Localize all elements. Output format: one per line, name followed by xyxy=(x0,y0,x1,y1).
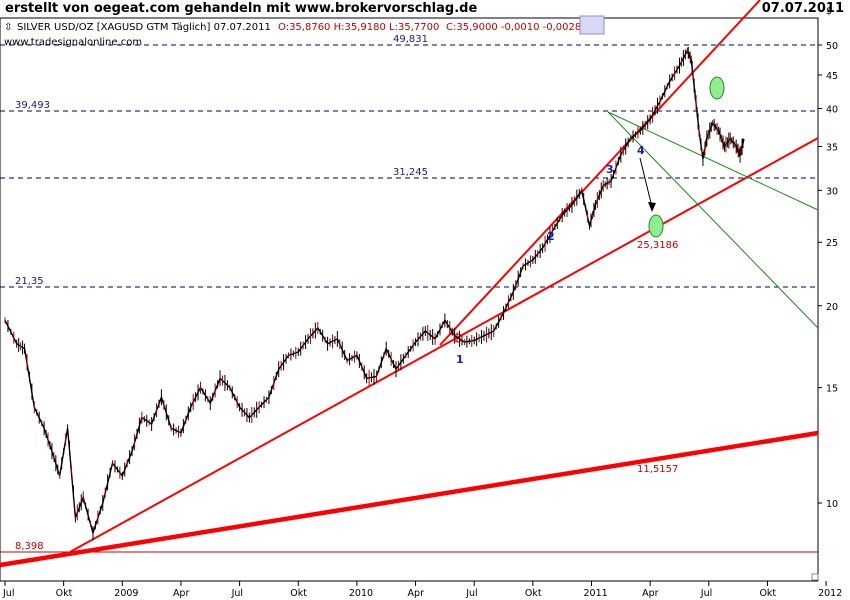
forecast-arrow-head xyxy=(648,202,656,212)
color-swatch xyxy=(579,15,605,35)
annotations: 1 2 3 4 25,3186 11,5157 xyxy=(453,76,725,475)
x-tick-label: Jul xyxy=(231,588,243,599)
x-tick-label: Okt xyxy=(56,588,73,599)
y-tick-label: 20 xyxy=(826,302,838,313)
y-tick-label: 25 xyxy=(826,238,838,249)
x-tick-label: Jul xyxy=(2,588,14,599)
trendline-long-term xyxy=(0,430,819,568)
target-ellipse-lower xyxy=(648,214,664,238)
wave-label-3: 3 xyxy=(606,163,614,176)
level-label-2135: 21,35 xyxy=(15,276,44,287)
x-tick-label: Apr xyxy=(642,588,659,599)
chart-title-text: erstellt von oegeat.com gehandeln mit ww… xyxy=(5,1,478,16)
wave-label-4: 4 xyxy=(637,144,645,157)
fan-line-lower xyxy=(607,111,819,329)
x-tick-label: Jul xyxy=(465,588,477,599)
y-tick-label: 15 xyxy=(826,384,838,395)
trendline-steep xyxy=(439,0,761,346)
y-axis-currency: $ xyxy=(826,6,832,17)
y-tick-label: 50 xyxy=(826,41,838,52)
x-tick-label: Jul xyxy=(700,588,712,599)
x-tick-label: 2011 xyxy=(584,588,608,599)
header-date: 07.07.2011 xyxy=(761,1,844,16)
price-bars xyxy=(4,46,744,540)
symbol-change: C:35,9000 -0,0010 -0,0028% xyxy=(446,22,591,33)
wave-label-2: 2 xyxy=(547,230,555,243)
wave-1-marker xyxy=(453,333,463,343)
x-tick-label: Okt xyxy=(759,588,776,599)
x-tick-label: 2009 xyxy=(114,588,138,599)
level-label-31245: 31,245 xyxy=(393,167,428,178)
y-tick-label: 45 xyxy=(826,71,838,82)
y-tick-label: 30 xyxy=(826,186,838,197)
level-label-39493: 39,493 xyxy=(15,100,50,111)
target-ellipse-upper xyxy=(709,76,725,100)
y-tick-label: 35 xyxy=(826,142,838,153)
y-axis-ticks: 10 15 20 25 30 35 40 45 50 xyxy=(818,41,838,510)
y-tick-label: 10 xyxy=(826,499,838,510)
y-tick-label: 40 xyxy=(826,105,838,116)
plot-frame xyxy=(0,17,819,582)
x-tick-label: Okt xyxy=(290,588,307,599)
x-tick-label: Okt xyxy=(525,588,542,599)
forecast-arrow xyxy=(639,157,653,208)
symbol-ohlc: O:35,8760 H:35,9180 L:35,7700 xyxy=(278,22,439,33)
trend-label-115157: 11,5157 xyxy=(637,464,678,475)
wave-label-1: 1 xyxy=(456,353,464,366)
resize-corner[interactable] xyxy=(811,573,819,581)
x-axis-ticks: Jul Okt 2009 Apr Jul Okt 2010 Apr Jul Okt 2011 Apr J… xyxy=(2,581,842,599)
level-lines xyxy=(0,44,818,553)
trend-label-253186: 25,3186 xyxy=(637,240,678,251)
trendline-medium xyxy=(69,137,819,553)
x-tick-label: 2012 xyxy=(818,588,842,599)
x-tick-label: 2010 xyxy=(349,588,373,599)
trend-lines xyxy=(0,0,819,568)
symbol-info: ⇳ SILVER USD/OZ [XAGUSD GTM Täglich] 07.… xyxy=(4,15,605,48)
x-tick-label: Apr xyxy=(173,588,190,599)
header-bar: erstellt von oegeat.com gehandeln mit ww… xyxy=(0,0,850,18)
chart-icon: ⇳ xyxy=(4,22,12,33)
symbol-name: SILVER USD/OZ [XAGUSD GTM Täglich] 07.07… xyxy=(17,22,271,33)
level-label-8398: 8,398 xyxy=(15,541,44,552)
level-labels: 49,831 39,493 31,245 21,35 8,398 xyxy=(15,34,428,552)
level-label-49831: 49,831 xyxy=(393,34,428,45)
x-tick-label: Apr xyxy=(408,588,425,599)
source-label: www.tradesignalonline.com xyxy=(4,37,142,48)
